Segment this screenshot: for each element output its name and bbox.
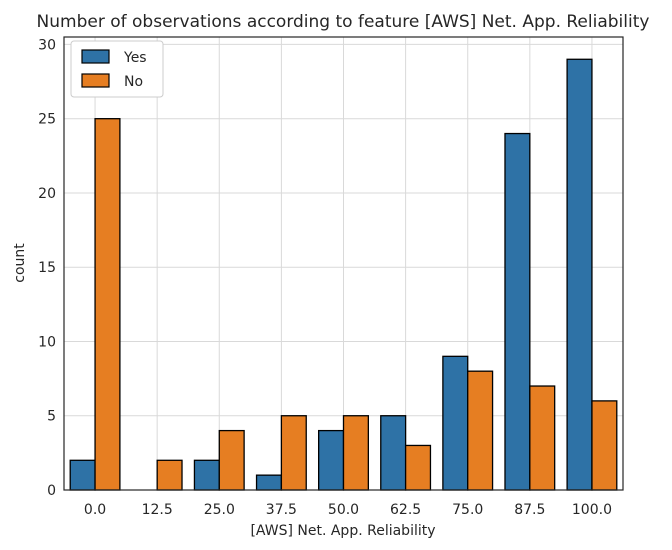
legend-label-no: No <box>124 74 143 90</box>
x-tick-label: 62.5 <box>390 502 421 518</box>
bar-no-0.0 <box>94 118 121 491</box>
x-tick-label: 0.0 <box>84 502 106 518</box>
bar-no-12.5 <box>156 459 183 491</box>
bars <box>69 58 618 491</box>
bar-yes-62.5 <box>380 415 407 491</box>
y-tick-label: 20 <box>38 186 56 202</box>
y-tick-label: 15 <box>38 260 56 276</box>
bar-no-87.5 <box>529 385 556 491</box>
x-tick-label: 87.5 <box>514 502 545 518</box>
bar-no-50.0 <box>342 415 369 491</box>
bar-no-75.0 <box>467 370 494 491</box>
bar-no-62.5 <box>404 444 432 491</box>
y-tick-label: 30 <box>38 37 56 53</box>
bar-no-37.5 <box>280 415 307 491</box>
plot-frame <box>63 36 624 491</box>
bar-yes-87.5 <box>504 132 531 491</box>
bar-no-100.0 <box>591 400 618 491</box>
bar-yes-25.0 <box>193 459 220 491</box>
y-axis-label: count <box>12 243 28 283</box>
x-tick-label: 12.5 <box>142 502 173 518</box>
legend-label-yes: Yes <box>123 50 147 66</box>
x-tick-label: 100.0 <box>572 502 612 518</box>
bar-yes-37.5 <box>255 474 283 491</box>
x-tick-label: 37.5 <box>266 502 297 518</box>
tick-labels: 0 5 10 15 20 25 30 0.0 12.5 25.0 37.5 50.0 62.5 75.0 8… <box>38 37 612 518</box>
y-tick-label: 0 <box>47 483 56 499</box>
chart-title: Number of observations according to feat… <box>37 12 650 32</box>
x-axis-label: [AWS] Net. App. Reliability <box>250 523 435 539</box>
y-tick-label: 5 <box>47 409 56 425</box>
x-tick-label: 75.0 <box>452 502 483 518</box>
x-tick-label: 50.0 <box>328 502 359 518</box>
x-tick-label: 25.0 <box>204 502 235 518</box>
bar-yes-0.0 <box>69 459 96 491</box>
bar-no-25.0 <box>218 429 245 491</box>
legend-swatch-no <box>81 73 110 88</box>
bar-yes-50.0 <box>318 429 345 491</box>
y-tick-label: 25 <box>38 112 56 128</box>
y-tick-label: 10 <box>38 334 56 350</box>
bar-yes-100.0 <box>566 58 593 491</box>
bar-yes-75.0 <box>442 355 469 491</box>
legend-swatch-yes <box>81 49 110 64</box>
legend: Yes No <box>70 40 164 98</box>
